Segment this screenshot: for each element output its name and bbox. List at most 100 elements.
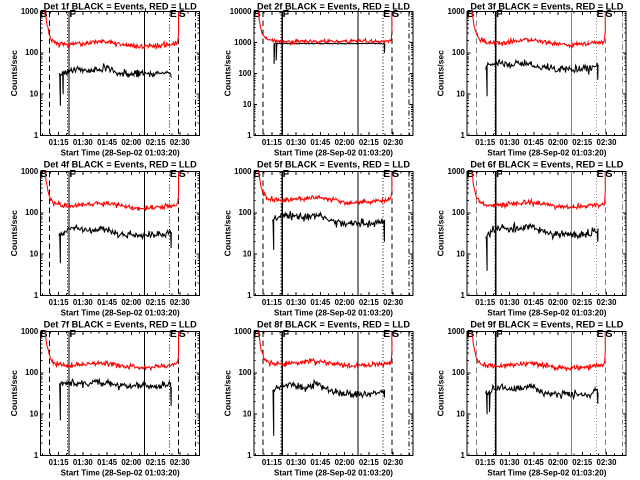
svg-text:Counts/sec: Counts/sec	[436, 210, 446, 257]
svg-text:02:15: 02:15	[359, 298, 380, 307]
svg-text:F: F	[69, 8, 76, 20]
svg-text:01:30: 01:30	[73, 138, 94, 147]
svg-text:E: E	[383, 168, 390, 180]
svg-text:02:30: 02:30	[383, 298, 404, 307]
svg-text:Start Time (28-Sep-02 01:03:20: Start Time (28-Sep-02 01:03:20)	[274, 469, 393, 478]
svg-text:Start Time (28-Sep-02 01:03:20: Start Time (28-Sep-02 01:03:20)	[61, 149, 180, 158]
svg-text:F: F	[69, 168, 76, 180]
svg-text:1: 1	[247, 291, 252, 300]
svg-text:01:15: 01:15	[49, 138, 70, 147]
svg-text:01:45: 01:45	[310, 298, 331, 307]
svg-text:F: F	[69, 328, 76, 340]
svg-text:10: 10	[243, 250, 252, 259]
svg-text:01:45: 01:45	[524, 298, 545, 307]
svg-text:01:45: 01:45	[97, 138, 118, 147]
svg-text:01:15: 01:15	[262, 458, 283, 467]
svg-text:01:45: 01:45	[310, 138, 331, 147]
svg-text:S: S	[179, 168, 186, 180]
svg-text:02:15: 02:15	[359, 138, 380, 147]
svg-text:01:15: 01:15	[475, 458, 496, 467]
svg-text:Counts/sec: Counts/sec	[222, 370, 232, 417]
svg-text:10: 10	[30, 90, 39, 99]
svg-text:E: E	[383, 8, 390, 20]
svg-text:1000: 1000	[21, 7, 39, 16]
svg-text:01:45: 01:45	[310, 458, 331, 467]
svg-text:Start Time (28-Sep-02 01:03:20: Start Time (28-Sep-02 01:03:20)	[61, 469, 180, 478]
svg-text:02:30: 02:30	[170, 458, 191, 467]
svg-text:Start Time (28-Sep-02 01:03:20: Start Time (28-Sep-02 01:03:20)	[274, 149, 393, 158]
svg-text:1000: 1000	[234, 167, 252, 176]
svg-text:01:15: 01:15	[49, 458, 70, 467]
svg-text:100: 100	[452, 48, 466, 57]
svg-text:1: 1	[461, 131, 466, 140]
svg-text:E: E	[596, 168, 603, 180]
svg-text:02:15: 02:15	[572, 458, 593, 467]
svg-text:02:15: 02:15	[572, 138, 593, 147]
svg-text:02:00: 02:00	[121, 298, 142, 307]
svg-text:1: 1	[34, 131, 39, 140]
svg-text:01:30: 01:30	[286, 458, 307, 467]
svg-text:B: B	[467, 8, 475, 20]
svg-text:Counts/sec: Counts/sec	[436, 50, 446, 97]
svg-text:01:30: 01:30	[500, 138, 521, 147]
svg-text:10: 10	[456, 90, 465, 99]
svg-text:Start Time (28-Sep-02 01:03:20: Start Time (28-Sep-02 01:03:20)	[274, 309, 393, 318]
svg-text:E: E	[170, 8, 177, 20]
svg-text:10: 10	[30, 250, 39, 259]
svg-text:100: 100	[25, 48, 39, 57]
svg-text:S: S	[605, 8, 612, 20]
svg-text:01:15: 01:15	[475, 138, 496, 147]
svg-text:Det 5f BLACK = Events, RED = L: Det 5f BLACK = Events, RED = LLD	[257, 160, 410, 170]
svg-text:01:30: 01:30	[73, 458, 94, 467]
svg-text:02:15: 02:15	[146, 138, 167, 147]
svg-text:1: 1	[247, 451, 252, 460]
svg-text:01:30: 01:30	[500, 298, 521, 307]
svg-text:Det 3f BLACK = Events, RED = L: Det 3f BLACK = Events, RED = LLD	[470, 1, 623, 11]
svg-text:B: B	[40, 328, 48, 340]
svg-text:Start Time (28-Sep-02 01:03:20: Start Time (28-Sep-02 01:03:20)	[487, 309, 606, 318]
svg-text:01:15: 01:15	[475, 298, 496, 307]
svg-text:01:30: 01:30	[286, 298, 307, 307]
svg-text:S: S	[392, 328, 399, 340]
svg-text:E: E	[596, 8, 603, 20]
svg-text:02:15: 02:15	[146, 298, 167, 307]
svg-text:1: 1	[34, 451, 39, 460]
svg-text:100: 100	[25, 208, 39, 217]
svg-text:10: 10	[243, 410, 252, 419]
svg-text:1000: 1000	[448, 327, 466, 336]
svg-text:Det 8f BLACK = Events, RED = L: Det 8f BLACK = Events, RED = LLD	[257, 320, 410, 330]
svg-text:E: E	[383, 328, 390, 340]
svg-text:01:15: 01:15	[49, 298, 70, 307]
svg-text:S: S	[605, 328, 612, 340]
svg-text:Counts/sec: Counts/sec	[222, 210, 232, 257]
svg-text:02:30: 02:30	[597, 458, 618, 467]
svg-text:02:30: 02:30	[597, 138, 618, 147]
svg-text:Counts/sec: Counts/sec	[9, 210, 19, 257]
svg-text:100: 100	[25, 368, 39, 377]
svg-text:Counts/sec: Counts/sec	[9, 370, 19, 417]
svg-text:Start Time (28-Sep-02 01:03:20: Start Time (28-Sep-02 01:03:20)	[487, 149, 606, 158]
svg-text:01:45: 01:45	[524, 458, 545, 467]
svg-text:01:30: 01:30	[286, 138, 307, 147]
svg-text:B: B	[253, 168, 261, 180]
svg-text:1000: 1000	[448, 7, 466, 16]
svg-text:Det 9f BLACK = Events, RED = L: Det 9f BLACK = Events, RED = LLD	[470, 320, 623, 330]
svg-text:Det 4f BLACK = Events, RED = L: Det 4f BLACK = Events, RED = LLD	[44, 160, 197, 170]
svg-text:02:00: 02:00	[548, 298, 569, 307]
svg-text:B: B	[467, 168, 475, 180]
svg-text:Start Time (28-Sep-02 01:03:20: Start Time (28-Sep-02 01:03:20)	[61, 309, 180, 318]
svg-text:02:00: 02:00	[335, 138, 356, 147]
svg-text:100: 100	[452, 368, 466, 377]
svg-text:F: F	[283, 8, 290, 20]
svg-text:B: B	[40, 168, 48, 180]
svg-text:Det 2f BLACK = Events, RED = L: Det 2f BLACK = Events, RED = LLD	[257, 1, 410, 11]
svg-text:1000: 1000	[21, 327, 39, 336]
svg-text:01:15: 01:15	[262, 298, 283, 307]
svg-text:02:00: 02:00	[121, 138, 142, 147]
svg-text:1: 1	[461, 291, 466, 300]
svg-text:100: 100	[238, 208, 252, 217]
svg-text:E: E	[170, 328, 177, 340]
svg-text:1000: 1000	[234, 327, 252, 336]
svg-text:B: B	[40, 8, 48, 20]
svg-text:01:45: 01:45	[524, 138, 545, 147]
